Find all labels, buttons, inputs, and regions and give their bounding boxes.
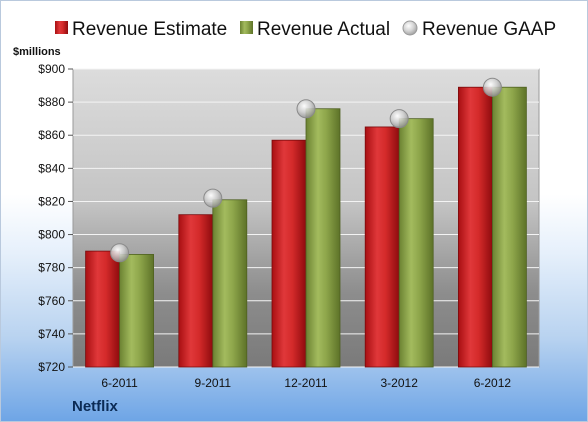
gaap-marker [203, 188, 223, 208]
x-axis: 6-2011 9-2011 12-2011 3-2012 6-2012 [101, 376, 511, 390]
bar-revenue-actual [491, 86, 527, 368]
gaap-marker [110, 243, 130, 263]
bar-revenue-estimate [364, 126, 400, 368]
bars [85, 86, 527, 368]
y-tick-label: $860 [38, 128, 65, 142]
y-tick-label: $840 [38, 161, 65, 175]
legend-swatch-revenue-actual [240, 21, 253, 34]
y-unit-label: $millions [13, 46, 61, 58]
y-tick-label: $780 [38, 261, 65, 275]
bar-revenue-actual [119, 254, 154, 368]
bar-revenue-estimate [457, 86, 493, 368]
x-tick-label: 6-2012 [474, 376, 512, 390]
gaap-marker [296, 99, 316, 119]
y-tick-label: $720 [38, 360, 65, 374]
legend-swatch-revenue-gaap [402, 20, 418, 36]
y-tick-label: $880 [38, 95, 65, 109]
gaap-marker [389, 109, 409, 129]
bar-revenue-estimate [85, 250, 120, 368]
gaap-markers [110, 77, 502, 263]
legend-label-revenue-actual: Revenue Actual [257, 19, 390, 40]
bar-revenue-actual [398, 118, 434, 368]
bar-revenue-estimate [271, 139, 307, 368]
x-tick-label: 3-2012 [381, 376, 419, 390]
y-tick-label: $900 [38, 62, 65, 76]
x-tick-label: 9-2011 [195, 376, 232, 390]
legend-label-revenue-estimate: Revenue Estimate [72, 19, 227, 40]
y-axis: $720 $740 $760 $780 $800 $820 $840 $860 $880 $900 [38, 62, 73, 374]
legend-swatch-revenue-estimate [55, 21, 68, 34]
legend-label-revenue-gaap: Revenue GAAP [422, 19, 556, 40]
x-tick-label: 6-2011 [101, 376, 138, 390]
legend: Revenue Estimate Revenue Actual Revenue … [55, 19, 556, 40]
bar-revenue-estimate [178, 214, 214, 368]
y-tick-label: $800 [38, 228, 65, 242]
bar-revenue-actual [305, 108, 341, 368]
y-tick-label: $820 [38, 194, 65, 208]
company-name: Netflix [72, 398, 118, 415]
y-tick-label: $760 [38, 294, 65, 308]
gaap-marker [482, 77, 502, 97]
x-tick-label: 12-2011 [284, 376, 327, 390]
y-tick-label: $740 [38, 327, 65, 341]
bar-revenue-actual [212, 199, 248, 368]
